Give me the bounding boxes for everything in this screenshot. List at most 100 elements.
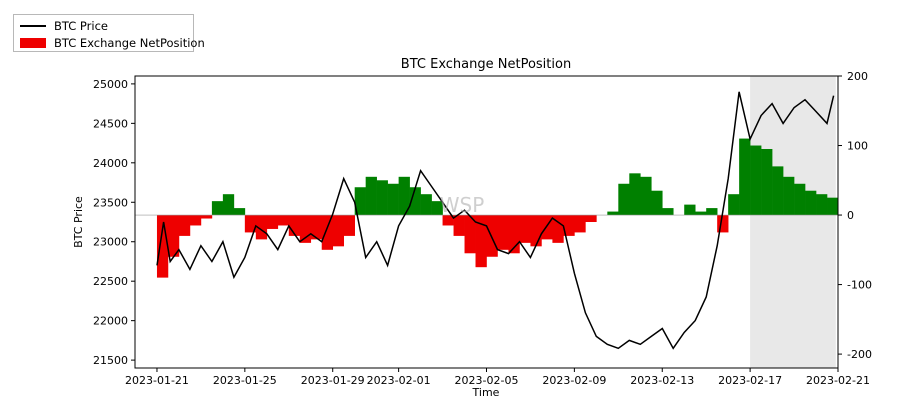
netposition-bar	[662, 208, 674, 216]
netposition-bar	[497, 215, 509, 250]
x-tick-label: 2023-01-21	[125, 374, 189, 387]
y2-tick-label: -200	[847, 348, 872, 361]
netposition-bar	[387, 183, 399, 216]
legend-label-price: BTC Price	[54, 19, 108, 33]
netposition-bar	[310, 215, 323, 240]
legend-patch-swatch	[20, 38, 46, 48]
netposition-bar	[365, 176, 377, 216]
netposition-bar	[772, 166, 784, 216]
x-tick-label: 2023-02-01	[367, 374, 431, 387]
netposition-bar	[189, 215, 202, 226]
price-line	[156, 91, 835, 350]
y2-tick-label: 0	[847, 209, 854, 222]
x-tick-label: 2023-02-05	[455, 374, 519, 387]
netposition-area	[156, 138, 839, 278]
y-tick-label: 22000	[93, 315, 128, 328]
y-tick-label: 24500	[93, 117, 128, 130]
x-tick-label: 2023-01-29	[301, 374, 365, 387]
netposition-bar	[717, 215, 729, 233]
x-tick-label: 2023-02-21	[806, 374, 870, 387]
x-tick-label: 2023-02-17	[718, 374, 782, 387]
netposition-bar	[805, 190, 817, 216]
netposition-bar	[442, 215, 454, 226]
y-tick-label: 22500	[93, 275, 128, 288]
netposition-bar	[563, 215, 575, 236]
netposition-bar	[651, 190, 663, 216]
chart-title: BTC Exchange NetPosition	[401, 57, 571, 72]
x-tick-label: 2023-02-09	[542, 374, 606, 387]
netposition-bar	[233, 208, 246, 216]
netposition-bar	[255, 215, 268, 240]
y2-tick-label: 200	[847, 70, 868, 83]
y-axis-right: -200 -100 0 100 200	[838, 70, 872, 361]
netposition-bar	[794, 183, 806, 216]
netposition-bar	[607, 211, 619, 216]
netposition-bar	[277, 215, 290, 226]
netposition-bar	[508, 215, 520, 254]
y-tick-label: 25000	[93, 78, 128, 91]
netposition-bar	[640, 176, 652, 216]
legend: BTC Price BTC Exchange NetPosition	[13, 14, 205, 52]
netposition-bar	[299, 215, 312, 243]
netposition-bar	[431, 201, 443, 216]
netposition-bar	[376, 180, 388, 216]
x-axis: 2023-01-21 2023-01-25 2023-01-29 2023-02-01…	[125, 368, 870, 387]
y-tick-label: 23500	[93, 196, 128, 209]
netposition-bar	[475, 215, 487, 268]
netposition-bar	[167, 215, 180, 257]
netposition-bar	[156, 215, 169, 278]
netposition-bar	[398, 176, 410, 216]
x-tick-label: 2023-02-13	[630, 374, 694, 387]
netposition-bar	[453, 215, 465, 236]
netposition-bar	[827, 197, 839, 216]
netposition-bar	[354, 187, 366, 216]
legend-item-netposition: BTC Exchange NetPosition	[14, 35, 205, 51]
netposition-bar	[321, 215, 334, 250]
y-tick-label: 24000	[93, 157, 128, 170]
netposition-bar	[552, 215, 564, 243]
netposition-bar	[486, 215, 498, 257]
netposition-bar	[629, 173, 641, 216]
netposition-bar	[574, 215, 586, 233]
watermark: WSP	[440, 193, 485, 217]
netposition-bar	[695, 211, 707, 216]
legend-line-swatch	[20, 25, 46, 27]
netposition-bar	[530, 215, 542, 247]
netposition-bar	[211, 201, 224, 216]
netposition-bar	[420, 194, 432, 216]
netposition-bar	[222, 194, 235, 216]
netposition-bar	[288, 215, 301, 236]
netposition-bar	[783, 176, 795, 216]
netposition-bar	[464, 215, 476, 254]
legend-item-price: BTC Price	[14, 18, 193, 34]
y2-tick-label: -100	[847, 279, 872, 292]
netposition-bar	[816, 194, 828, 216]
netposition-bar	[343, 215, 355, 236]
netposition-bar	[200, 215, 213, 219]
netposition-bar	[244, 215, 257, 233]
netposition-bar	[541, 215, 553, 240]
x-tick-label: 2023-01-25	[213, 374, 277, 387]
shaded-region	[750, 76, 836, 368]
netposition-bar	[618, 183, 630, 216]
y-tick-label: 21500	[93, 354, 128, 367]
netposition-bar	[728, 194, 740, 216]
netposition-bar	[332, 215, 345, 247]
netposition-bar	[739, 138, 751, 216]
netposition-bar	[684, 204, 696, 216]
y-axis-left: 21500 22000 22500 23000 23500 24000 24500 25000	[93, 78, 135, 367]
netposition-bar	[178, 215, 191, 236]
x-axis-label: Time	[472, 386, 500, 399]
netposition-bar	[266, 215, 279, 229]
netposition-bar	[519, 215, 531, 243]
netposition-bar	[585, 215, 597, 222]
netposition-bar	[750, 145, 762, 216]
y2-tick-label: 100	[847, 140, 868, 153]
netposition-bar	[706, 208, 718, 216]
legend-label-netposition: BTC Exchange NetPosition	[54, 36, 205, 50]
y-tick-label: 23000	[93, 236, 128, 249]
y-axis-label: BTC Price	[72, 196, 85, 248]
netposition-bar	[761, 149, 773, 216]
netposition-bar	[409, 187, 421, 216]
